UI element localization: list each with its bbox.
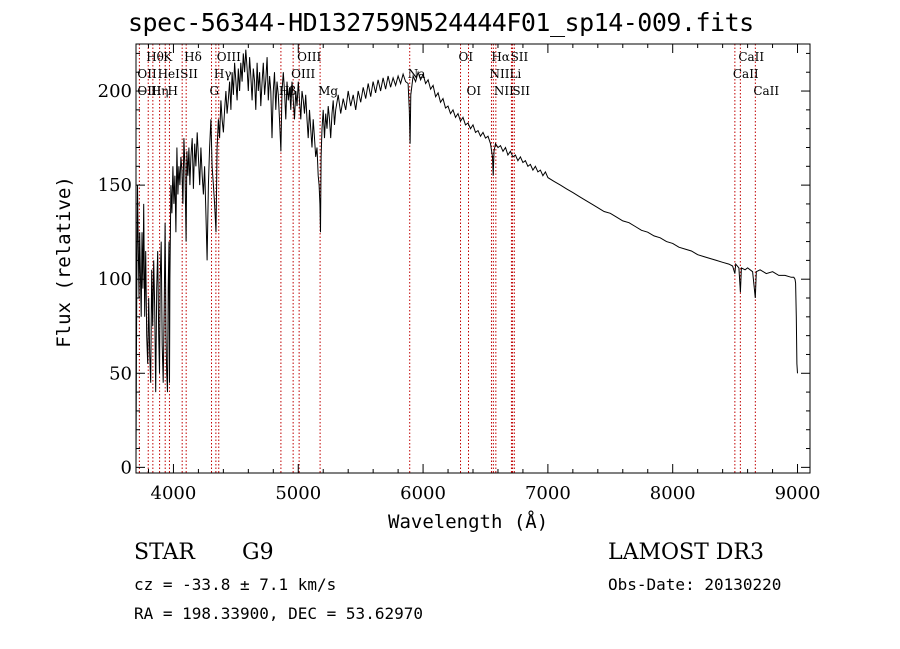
line-label: SII: [180, 67, 198, 81]
x-tick-label: 6000: [400, 483, 446, 504]
y-tick-label: 150: [98, 175, 132, 196]
line-label: Li: [509, 67, 521, 81]
y-axis-label: Flux (relative): [53, 176, 75, 348]
object-subclass: G9: [242, 540, 274, 565]
chart-title: spec-56344-HD132759N524444F01_sp14-009.f…: [128, 8, 754, 37]
axis-ticks: 4000 5000 6000 7000 8000 9000 0 50 100 150 200: [98, 44, 821, 504]
line-label: NII: [489, 67, 509, 81]
line-label: Hθ: [146, 50, 164, 64]
line-label: OIII: [217, 50, 241, 64]
object-class: STAR: [134, 540, 195, 565]
line-label: Hη: [151, 84, 169, 98]
line-label: G: [210, 84, 220, 98]
line-label: Hγ: [214, 67, 232, 81]
line-markers: [138, 44, 756, 473]
line-label: OI: [459, 50, 474, 64]
spectrum-line: [135, 49, 798, 462]
x-tick-label: 5000: [275, 483, 321, 504]
y-tick-label: 50: [109, 363, 132, 384]
line-label: Hα: [491, 50, 510, 64]
line-label: K: [163, 50, 173, 64]
x-tick-label: 7000: [525, 483, 571, 504]
survey-name: LAMOST DR3: [608, 540, 764, 565]
line-label: OIII: [137, 84, 161, 98]
y-tick-label: 0: [121, 457, 132, 478]
observation-date: Obs-Date: 20130220: [608, 575, 782, 594]
line-label: H: [167, 84, 177, 98]
redshift-readout: cz = -33.8 ± 7.1 km/s: [134, 575, 337, 594]
line-label: OIII: [297, 50, 321, 64]
line-label: NII: [494, 84, 514, 98]
line-label: Mg: [318, 84, 338, 98]
x-tick-label: 4000: [151, 483, 197, 504]
line-label: CaII: [733, 67, 759, 81]
y-tick-label: 100: [98, 269, 132, 290]
line-label: CaII: [738, 50, 764, 64]
line-label: HeI: [158, 67, 181, 81]
x-tick-label: 9000: [775, 483, 821, 504]
line-label: SII: [511, 50, 529, 64]
line-label: OIII: [291, 67, 315, 81]
y-tick-label: 200: [98, 81, 132, 102]
line-label: Na: [408, 67, 426, 81]
line-label: CaII: [753, 84, 779, 98]
x-tick-label: 8000: [650, 483, 696, 504]
line-label: SII: [512, 84, 530, 98]
line-label: Hδ: [184, 50, 202, 64]
line-label: OI: [467, 84, 482, 98]
x-axis-label: Wavelength (Å): [388, 511, 549, 533]
coordinates-readout: RA = 198.33900, DEC = 53.62970: [134, 604, 423, 623]
line-label: OII: [137, 67, 157, 81]
